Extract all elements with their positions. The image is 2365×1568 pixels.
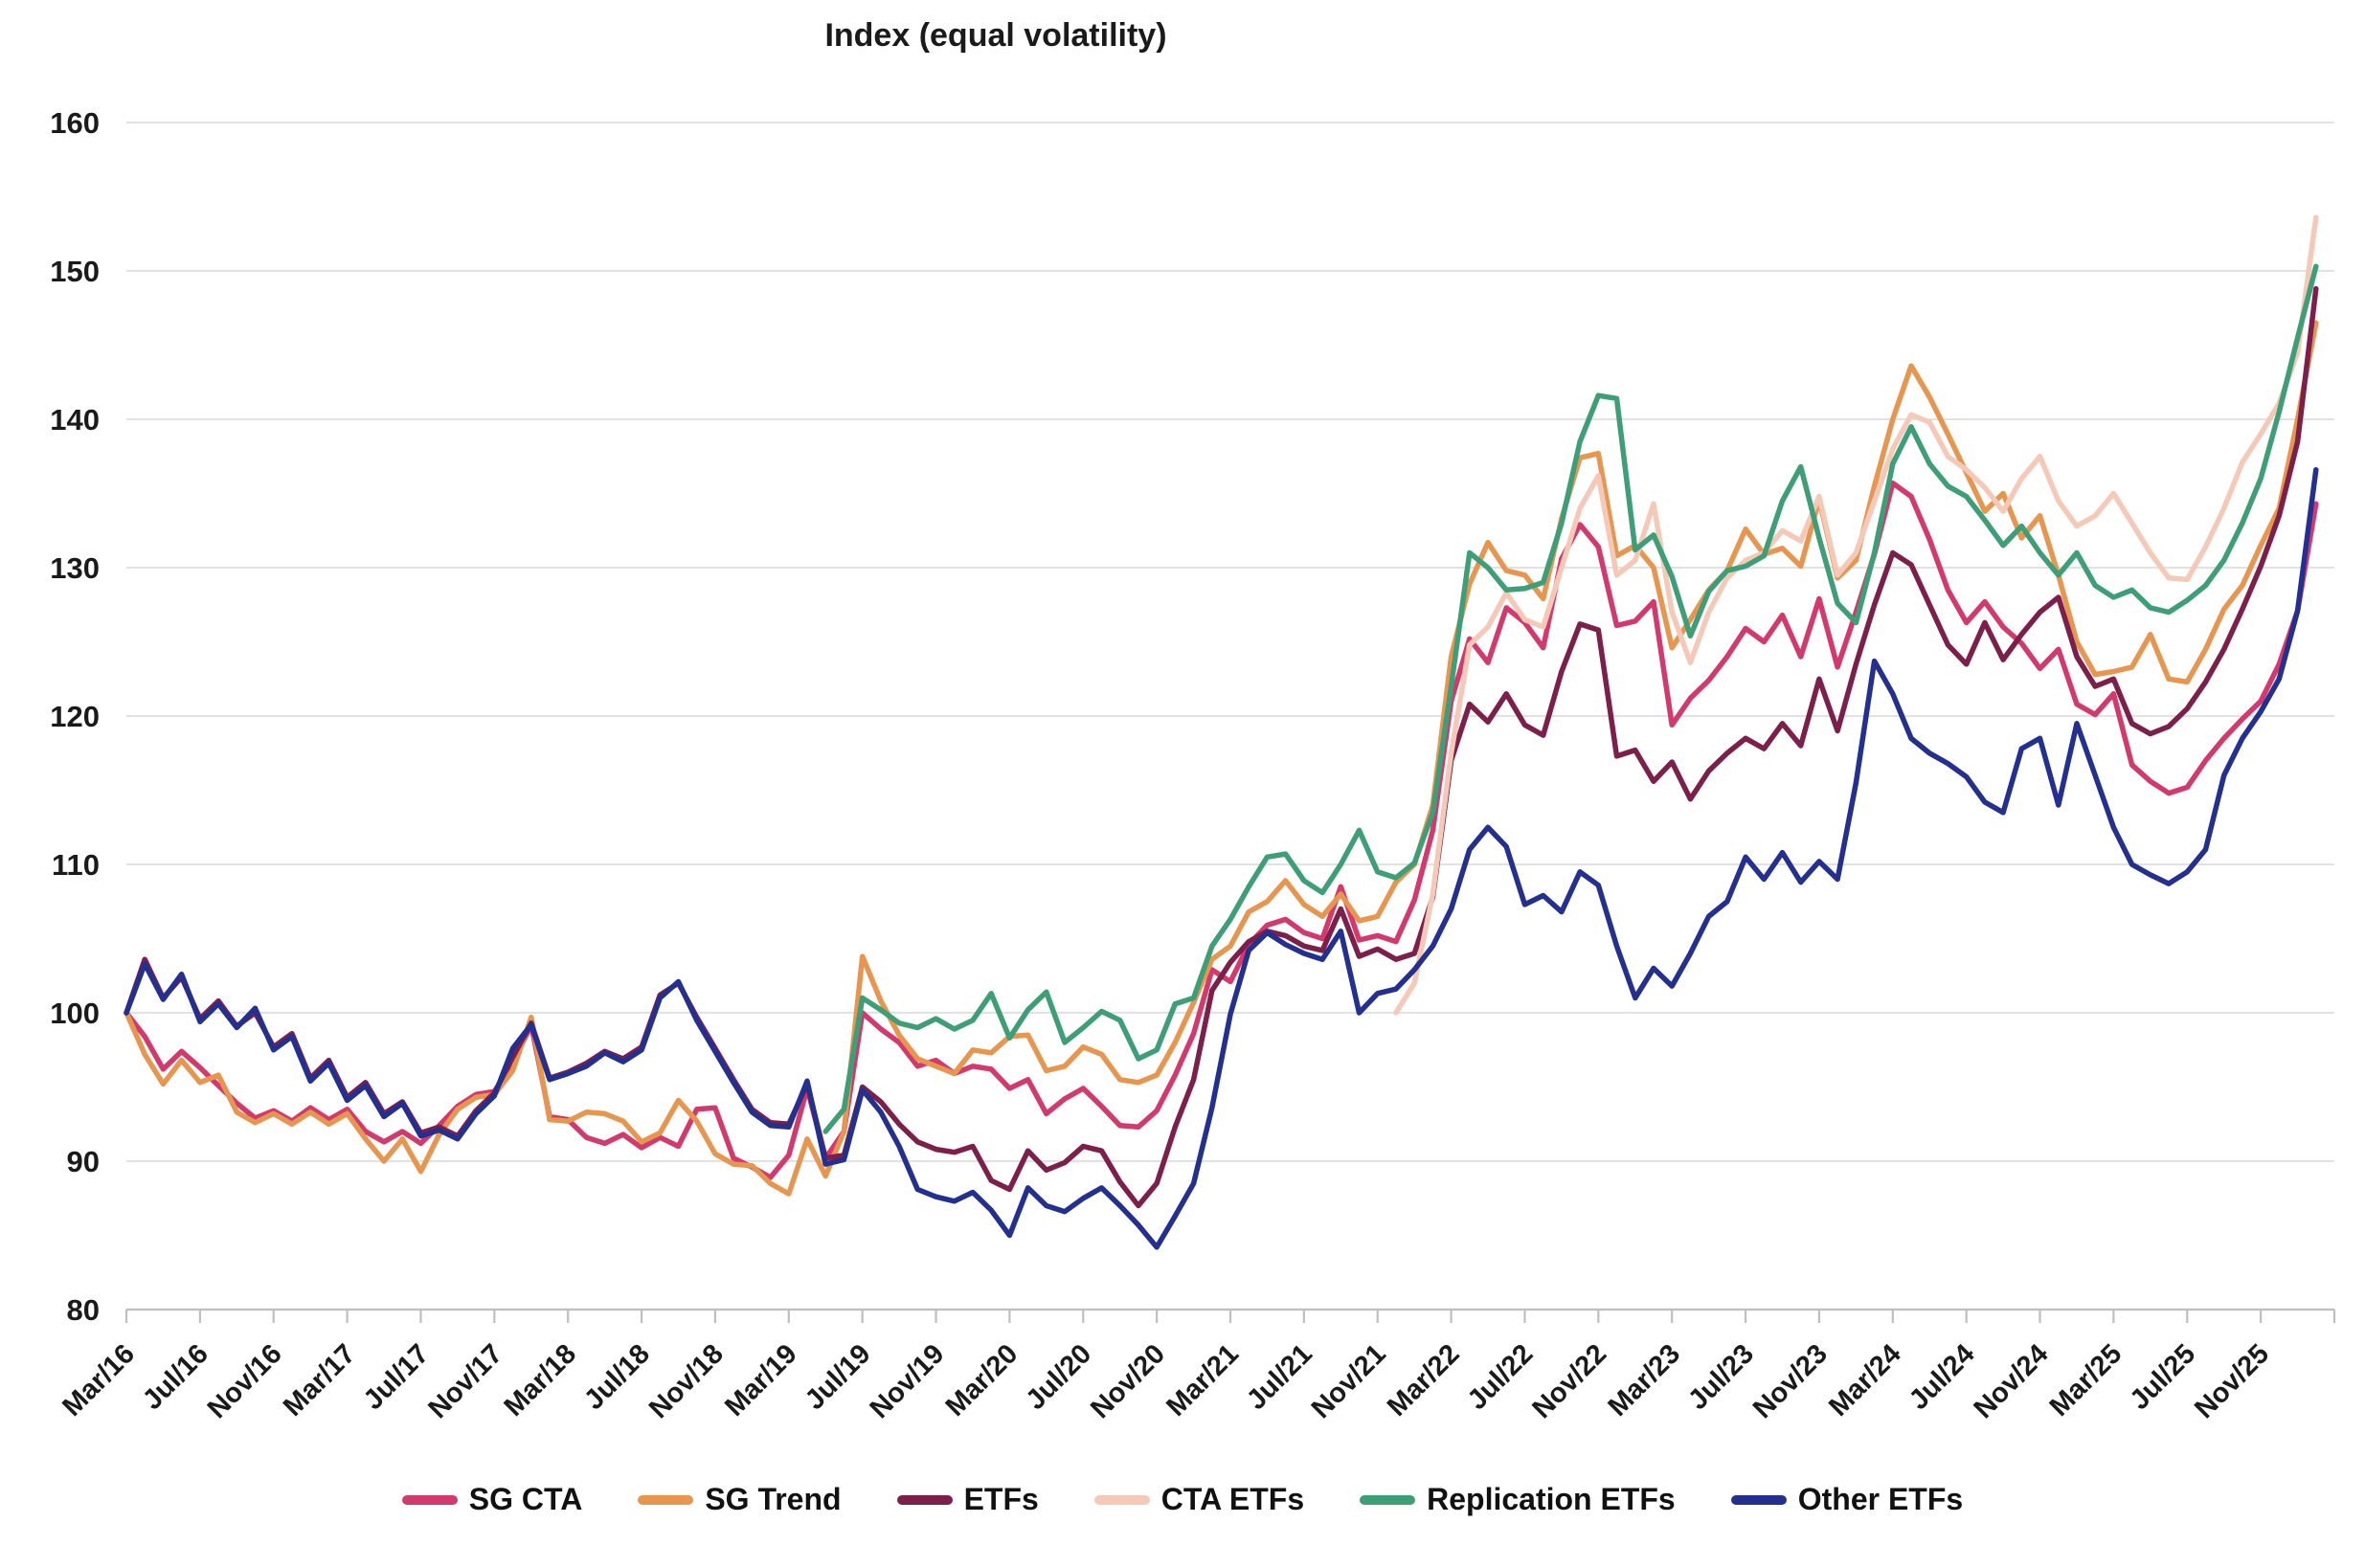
legend-item-sg-cta: SG CTA	[401, 1482, 583, 1517]
x-tick-label-Nov/20: Nov/20	[1085, 1338, 1171, 1424]
chart-title: Index (equal volatility)	[824, 17, 1166, 54]
x-tick-label-Nov/19: Nov/19	[865, 1338, 951, 1424]
x-tick-label-Nov/17: Nov/17	[422, 1338, 508, 1424]
x-tick-label-Mar/21: Mar/21	[1160, 1338, 1245, 1422]
x-tick-label-Mar/24: Mar/24	[1823, 1338, 1907, 1422]
legend-swatch-icon	[1093, 1494, 1150, 1505]
x-tick-label-Mar/19: Mar/19	[719, 1338, 803, 1422]
legend-swatch-icon	[1360, 1494, 1416, 1505]
x-tick-label-Mar/20: Mar/20	[940, 1338, 1025, 1422]
y-tick-label-100: 100	[50, 997, 100, 1030]
legend-swatch-icon	[638, 1494, 694, 1505]
x-tick-label-Nov/21: Nov/21	[1306, 1338, 1392, 1424]
legend-label: Other ETFs	[1797, 1482, 1964, 1516]
x-tick-label-Mar/22: Mar/22	[1382, 1338, 1466, 1422]
y-tick-label-80: 80	[67, 1293, 100, 1327]
legend-swatch-icon	[1730, 1494, 1787, 1505]
y-tick-label-140: 140	[50, 403, 100, 437]
y-tick-label-110: 110	[52, 848, 100, 882]
series-line-cta-etfs	[1393, 214, 2319, 1016]
legend-item-sg-trend: SG Trend	[638, 1482, 842, 1517]
y-tick-label-90: 90	[67, 1145, 100, 1178]
gridlines	[126, 122, 2334, 1310]
x-tick-label-Mar/25: Mar/25	[2044, 1338, 2128, 1422]
legend-item-etfs: ETFs	[896, 1482, 1039, 1517]
y-tick-label-120: 120	[50, 700, 100, 733]
x-tick-label-Mar/16: Mar/16	[56, 1338, 141, 1422]
legend-label: ETFs	[963, 1482, 1039, 1516]
legend: SG CTA SG Trend ETFs CTA ETFs Replication ET…	[0, 1482, 2365, 1517]
legend-label: CTA ETFs	[1160, 1482, 1305, 1516]
x-tick-label-Mar/17: Mar/17	[278, 1338, 362, 1422]
series-line-replication-etfs	[822, 263, 2319, 1134]
x-tick-label-Mar/23: Mar/23	[1603, 1338, 1687, 1422]
y-tick-label-130: 130	[50, 551, 100, 585]
series-lines	[124, 214, 2319, 1250]
axes	[124, 1308, 2336, 1323]
legend-item-replication-etfs: Replication ETFs	[1360, 1482, 1676, 1517]
x-tick-label-Mar/18: Mar/18	[499, 1338, 583, 1422]
legend-item-cta-etfs: CTA ETFs	[1093, 1482, 1305, 1517]
x-tick-label-Nov/18: Nov/18	[643, 1338, 730, 1424]
legend-label: SG CTA	[468, 1482, 583, 1516]
y-tick-label-160: 160	[50, 106, 100, 140]
x-tick-label-Nov/16: Nov/16	[202, 1338, 288, 1424]
legend-swatch-icon	[401, 1494, 458, 1505]
series-line-other-etfs	[124, 466, 2319, 1250]
x-tick-label-Nov/25: Nov/25	[2189, 1338, 2275, 1424]
legend-swatch-icon	[896, 1494, 953, 1505]
x-axis-labels: Mar/16Jul/16Nov/16Mar/17Jul/17Nov/17Mar/…	[56, 1338, 2275, 1424]
x-tick-label-Nov/24: Nov/24	[1969, 1338, 2055, 1424]
y-axis-labels: 80 90 100 110 120 130 140 150 160	[50, 106, 100, 1327]
legend-item-other-etfs: Other ETFs	[1730, 1482, 1964, 1517]
legend-label: SG Trend	[705, 1482, 842, 1516]
x-tick-label-Nov/23: Nov/23	[1747, 1338, 1834, 1424]
legend-label: Replication ETFs	[1427, 1482, 1676, 1516]
y-tick-label-150: 150	[50, 255, 100, 288]
x-tick-label-Nov/22: Nov/22	[1526, 1338, 1612, 1424]
